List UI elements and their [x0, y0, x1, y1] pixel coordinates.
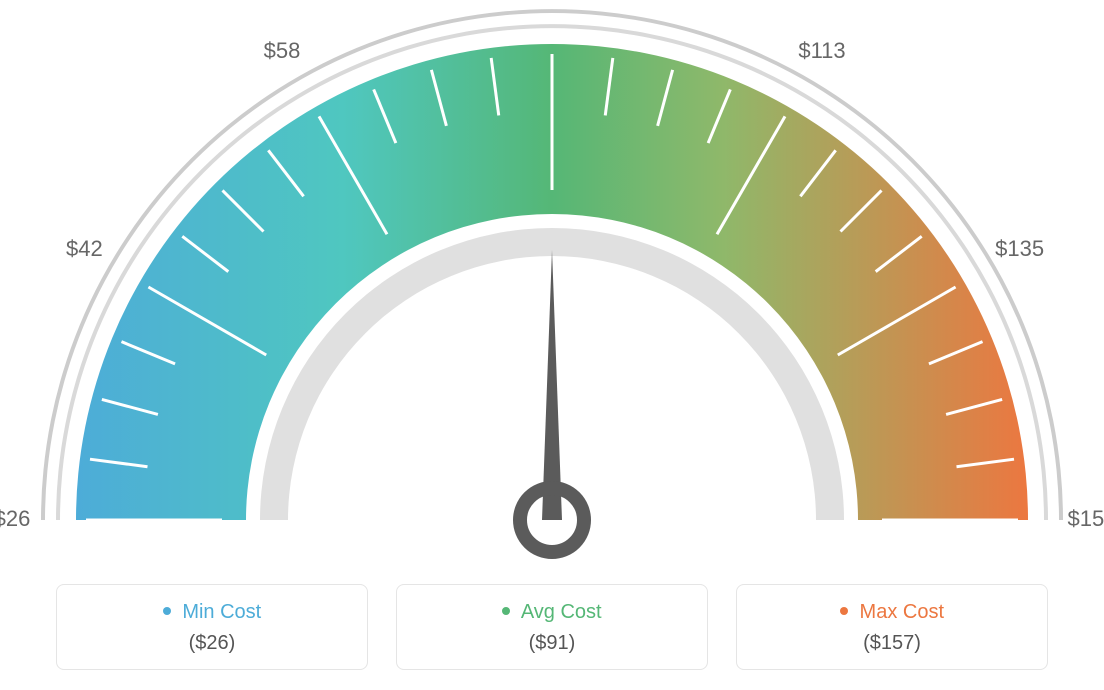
- legend-max-title: Max Cost: [860, 601, 944, 623]
- legend-min-value: ($26): [57, 632, 367, 655]
- legend-avg-title: Avg Cost: [521, 601, 602, 623]
- legend: Min Cost ($26) Avg Cost ($91) Max Cost (…: [0, 584, 1104, 670]
- gauge-chart: $26$42$58$91$113$135$157: [0, 0, 1104, 560]
- legend-max-value: ($157): [737, 632, 1047, 655]
- gauge-label: $26: [0, 506, 30, 531]
- gauge-label: $157: [1068, 506, 1104, 531]
- legend-min-title: Min Cost: [182, 601, 261, 623]
- dot-min: [163, 607, 171, 615]
- gauge-label: $113: [798, 38, 845, 63]
- dot-avg: [502, 607, 510, 615]
- legend-card-max: Max Cost ($157): [736, 584, 1048, 670]
- gauge-label: $135: [995, 236, 1044, 261]
- legend-card-avg: Avg Cost ($91): [396, 584, 708, 670]
- legend-avg-value: ($91): [397, 632, 707, 655]
- legend-card-min: Min Cost ($26): [56, 584, 368, 670]
- gauge-label: $42: [66, 236, 103, 261]
- dot-max: [840, 607, 848, 615]
- gauge-needle: [542, 250, 562, 520]
- gauge-svg: $26$42$58$91$113$135$157: [0, 0, 1104, 560]
- gauge-label: $58: [264, 38, 301, 63]
